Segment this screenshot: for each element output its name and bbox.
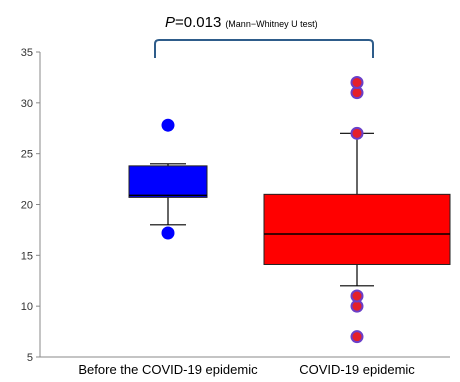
outlier-point — [350, 289, 364, 303]
y-tick-label: 15 — [21, 250, 33, 262]
significance-annotation: P=0.013 (Mann−Whitney U test) — [154, 14, 374, 58]
y-tick-label: 10 — [21, 301, 33, 313]
outlier-point — [350, 330, 364, 344]
significance-bracket — [154, 39, 374, 58]
box-iqr — [263, 193, 451, 265]
p-symbol: P — [165, 14, 175, 31]
y-tick-label: 30 — [21, 98, 33, 110]
test-name: (Mann−Whitney U test) — [225, 19, 317, 29]
boxes: Before the COVID-19 epidemic COVID-19 epi… — [78, 76, 451, 377]
category-label: COVID-19 epidemic — [299, 362, 415, 377]
outlier-point — [161, 226, 175, 240]
category-label: Before the COVID-19 epidemic — [78, 362, 258, 377]
box-iqr — [128, 165, 208, 198]
y-tick-label: 20 — [21, 200, 33, 212]
y-tick-label: 35 — [21, 47, 33, 59]
p-value-annotation: P=0.013 (Mann−Whitney U test) — [165, 14, 318, 31]
y-tick-label: 25 — [21, 149, 33, 161]
axes: 5 10 15 20 25 30 35 — [21, 47, 450, 364]
outlier-point — [161, 118, 175, 132]
y-tick-label: 5 — [27, 352, 33, 364]
outlier-point — [350, 76, 364, 89]
p-value: =0.013 — [175, 14, 221, 31]
outlier-point — [350, 126, 364, 140]
